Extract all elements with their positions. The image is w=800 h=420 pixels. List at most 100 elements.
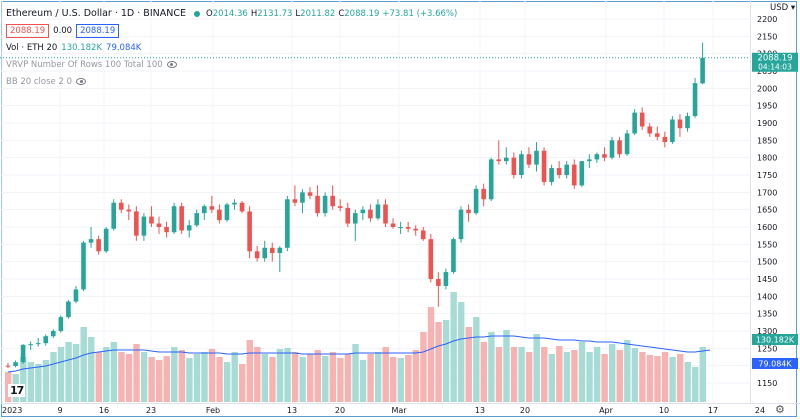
candle [353, 209, 358, 241]
candle [73, 285, 79, 304]
candle-body [58, 317, 64, 331]
trade-row: 2088.19 0.00 2088.19 [6, 23, 460, 38]
candle-body [5, 365, 11, 367]
candle [587, 154, 592, 169]
volume-bar [284, 348, 291, 402]
candle-body [647, 126, 653, 134]
vrvp-indicator-row[interactable]: VRVP Number Of Rows 100 Total 100 [6, 58, 460, 71]
bb-indicator-label: BB 20 close 2 0 [6, 76, 72, 87]
time-tick-label: 2023 [2, 406, 22, 415]
volume-bar [359, 360, 367, 402]
candle-body [43, 336, 49, 344]
candle-body [473, 188, 479, 214]
price-tick-label: 1600 [757, 223, 777, 232]
chevron-down-icon: ▾ [790, 3, 796, 13]
candle [617, 136, 622, 158]
volume-bar [684, 362, 691, 402]
candle [20, 344, 26, 364]
volume-value-label: 130.182K [752, 334, 798, 345]
candle-body [186, 225, 192, 231]
time-tick-label: 20 [335, 406, 345, 415]
volume-bar [322, 356, 329, 402]
volume-bar [465, 327, 472, 402]
candle-body [81, 242, 86, 290]
volume-bar [458, 302, 465, 402]
candle [594, 152, 600, 163]
volume-bar [616, 350, 623, 402]
candle [662, 131, 668, 148]
candle-body [277, 247, 283, 253]
volume-bar [57, 347, 65, 402]
price-tick-label: 1450 [757, 275, 777, 284]
buy-button[interactable]: 2088.19 [76, 23, 120, 38]
candle [149, 206, 154, 227]
volume-bar [307, 354, 314, 402]
volume-bar [178, 350, 186, 402]
price-tick-label: 1650 [757, 206, 777, 215]
volume-bar [669, 357, 676, 402]
candle-body [232, 202, 237, 205]
volume-bar [692, 367, 699, 402]
candle-body [692, 83, 698, 117]
candle-body [488, 159, 494, 200]
candle-body [134, 211, 139, 236]
candle [390, 218, 396, 229]
candle-body [254, 251, 260, 259]
price-tick-label: 1300 [757, 327, 777, 336]
candle-body [587, 159, 592, 162]
candle-body [96, 239, 101, 252]
visibility-eye-icon[interactable] [166, 61, 177, 68]
candle-body [451, 239, 456, 273]
candle-body [28, 344, 33, 346]
volume-bar [72, 344, 80, 402]
price-tick-label: 1250 [757, 344, 777, 353]
candle [655, 126, 660, 141]
candle-body [556, 168, 562, 175]
currency-selector[interactable]: USD ▾ [770, 3, 795, 13]
visibility-eye-icon[interactable] [76, 78, 86, 85]
volume-bar [80, 327, 87, 402]
volume-bar [390, 357, 397, 402]
price-tick-label: 1550 [757, 240, 777, 249]
volume-bar [276, 349, 284, 402]
volume-bar [193, 354, 201, 402]
candle-body [420, 230, 426, 240]
tradingview-logo-icon[interactable]: 17 [8, 384, 26, 397]
candle-body [202, 206, 207, 214]
candle [171, 202, 177, 234]
candle [488, 157, 494, 201]
volume-bar [654, 356, 661, 402]
time-tick-label: Feb [206, 406, 220, 415]
candle [398, 221, 403, 234]
volume-ma-text: 79.084K [758, 360, 792, 369]
gear-icon[interactable]: ⚙ [775, 403, 785, 416]
candle [700, 42, 705, 85]
candle-body [111, 202, 116, 229]
candle [194, 209, 200, 227]
volume-bar [88, 337, 95, 402]
candle-body [617, 140, 622, 155]
sell-button[interactable]: 2088.19 [6, 23, 50, 38]
candle [141, 213, 147, 241]
candle [134, 206, 139, 241]
candle-body [368, 209, 373, 219]
bb-indicator-row[interactable]: BB 20 close 2 0 [6, 75, 460, 88]
candle-body [383, 204, 388, 224]
candle-body [594, 154, 600, 160]
candle [262, 240, 267, 262]
time-axis[interactable]: 2023 9 16 23 Feb 13 20 Mar 13 20 Apr 10 17 24 [2, 406, 765, 415]
volume-indicator-row[interactable]: Vol · ETH 20 130.182K 79.084K [6, 41, 460, 54]
volume-bar [163, 356, 170, 402]
time-tick-label: 9 [57, 406, 62, 415]
candle [473, 185, 479, 215]
volume-ma-label: 79.084K [752, 358, 798, 369]
candle-body [149, 216, 154, 224]
symbol-title[interactable]: Ethereum / U.S. Dollar · 1D · BINANCE [6, 8, 186, 19]
volume-indicator-ma: 79.084K [106, 42, 142, 53]
candle-body [73, 289, 79, 302]
candle-body [436, 279, 441, 286]
candle-body [496, 159, 502, 162]
candle-body [579, 161, 585, 186]
